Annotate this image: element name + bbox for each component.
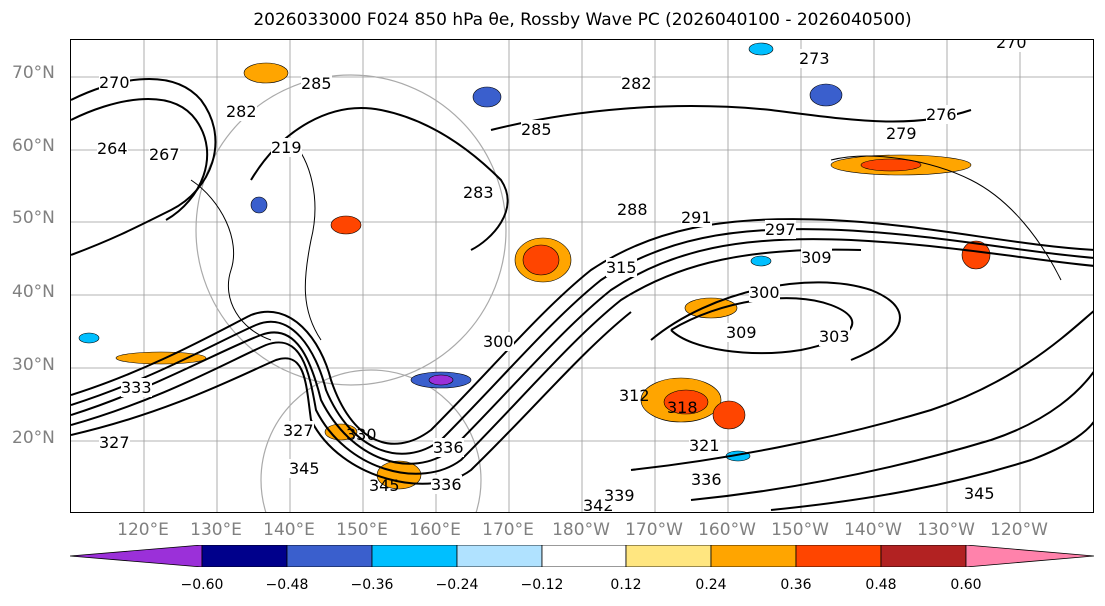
lon-label-130e: 130°E: [190, 520, 242, 540]
lat-label-60n: 60°N: [12, 136, 55, 156]
lon-label-180w: 180°W: [552, 520, 610, 540]
contour-label: 330: [346, 425, 377, 444]
contour-label: 288: [617, 200, 648, 219]
contour-label: 300: [749, 283, 780, 302]
contour-label: 327: [283, 421, 314, 440]
lat-label-50n: 50°N: [12, 208, 55, 228]
colorbar-tick: 0.60: [950, 577, 982, 593]
lon-label-140e: 140°E: [263, 520, 315, 540]
lat-label-20n: 20°N: [12, 428, 55, 448]
colorbar: [70, 545, 1094, 567]
contour-label: 321: [689, 436, 720, 455]
contour-label: 291: [681, 208, 712, 227]
anomaly-patches: [78, 42, 991, 490]
lon-label-150e: 150°E: [336, 520, 388, 540]
contour-label: 345: [369, 476, 400, 495]
contour-label: 345: [289, 459, 320, 478]
contour-label: 270: [99, 73, 130, 92]
map-title: 2026033000 F024 850 hPa θe, Rossby Wave …: [253, 10, 912, 30]
contour-label: 270: [996, 40, 1027, 52]
contour-label: 282: [226, 102, 257, 121]
lon-label-170e: 170°E: [482, 520, 534, 540]
lon-label-160e: 160°E: [409, 520, 461, 540]
lat-label-30n: 30°N: [12, 355, 55, 375]
colorbar-segment: [880, 545, 967, 567]
colorbar-tick: 0.24: [695, 577, 727, 593]
coastlines: [190, 139, 1062, 341]
map-plot-area[interactable]: 270 264 267 282 285 219 282 285 283 273 …: [70, 39, 1094, 513]
contour-label: 273: [799, 49, 830, 68]
contour-label: 282: [621, 74, 652, 93]
contour-label: 300: [483, 332, 514, 351]
colorbar-tick: 0.36: [780, 577, 812, 593]
contour-label: 276: [926, 105, 957, 124]
lat-label-70n: 70°N: [12, 63, 55, 83]
faint-circles: [195, 74, 507, 512]
contour-labels: 270 264 267 282 285 219 282 285 283 273 …: [71, 40, 1093, 512]
contour-label: 285: [301, 74, 332, 93]
contour-label: 297: [765, 220, 796, 239]
contour-label: 279: [886, 124, 917, 143]
lon-label-170w: 170°W: [625, 520, 683, 540]
colorbar-segment: [625, 545, 712, 567]
contour-label: 309: [801, 248, 832, 267]
lon-label-160w: 160°W: [698, 520, 756, 540]
contour-label: 336: [691, 470, 722, 489]
contour-label: 303: [819, 327, 850, 346]
contour-label: 285: [521, 120, 552, 139]
colorbar-segment: [456, 545, 543, 567]
contour-label: 283: [463, 183, 494, 202]
colorbar-tick: 0.12: [610, 577, 642, 593]
lon-label-120w: 120°W: [990, 520, 1048, 540]
contour-label: 345: [964, 484, 995, 503]
lon-label-120e: 120°E: [117, 520, 169, 540]
colorbar-segment: [201, 545, 288, 567]
colorbar-segment: [286, 545, 373, 567]
colorbar-segment: [541, 545, 627, 567]
colorbar-tick: −0.48: [265, 577, 309, 593]
contour-label: 333: [121, 378, 152, 397]
contour-label: 327: [99, 433, 130, 452]
colorbar-segment: [70, 545, 203, 567]
colorbar-segment: [965, 545, 1094, 567]
colorbar-segment: [710, 545, 797, 567]
contour-label: 312: [619, 386, 650, 405]
lat-label-40n: 40°N: [12, 282, 55, 302]
contour-label: 336: [433, 438, 464, 457]
colorbar-tick: −0.36: [350, 577, 394, 593]
colorbar-tick: −0.24: [435, 577, 479, 593]
colorbar-segment: [371, 545, 458, 567]
theta-e-contours: [71, 78, 1093, 511]
contour-label: 219: [271, 138, 302, 157]
contour-label: 267: [149, 145, 180, 164]
colorbar-tick: 0.48: [865, 577, 897, 593]
colorbar-segment: [795, 545, 882, 567]
map-canvas: [71, 40, 1093, 512]
contour-label: 264: [97, 139, 128, 158]
contour-label: 318: [667, 398, 698, 417]
lon-label-140w: 140°W: [844, 520, 902, 540]
lon-label-130w: 130°W: [917, 520, 975, 540]
colorbar-tick: −0.12: [520, 577, 564, 593]
contour-label: 339: [604, 486, 635, 505]
contour-label: 315: [606, 258, 637, 277]
lon-label-150w: 150°W: [771, 520, 829, 540]
contour-label: 336: [431, 475, 462, 494]
contour-label: 309: [726, 323, 757, 342]
colorbar-tick: −0.60: [180, 577, 224, 593]
